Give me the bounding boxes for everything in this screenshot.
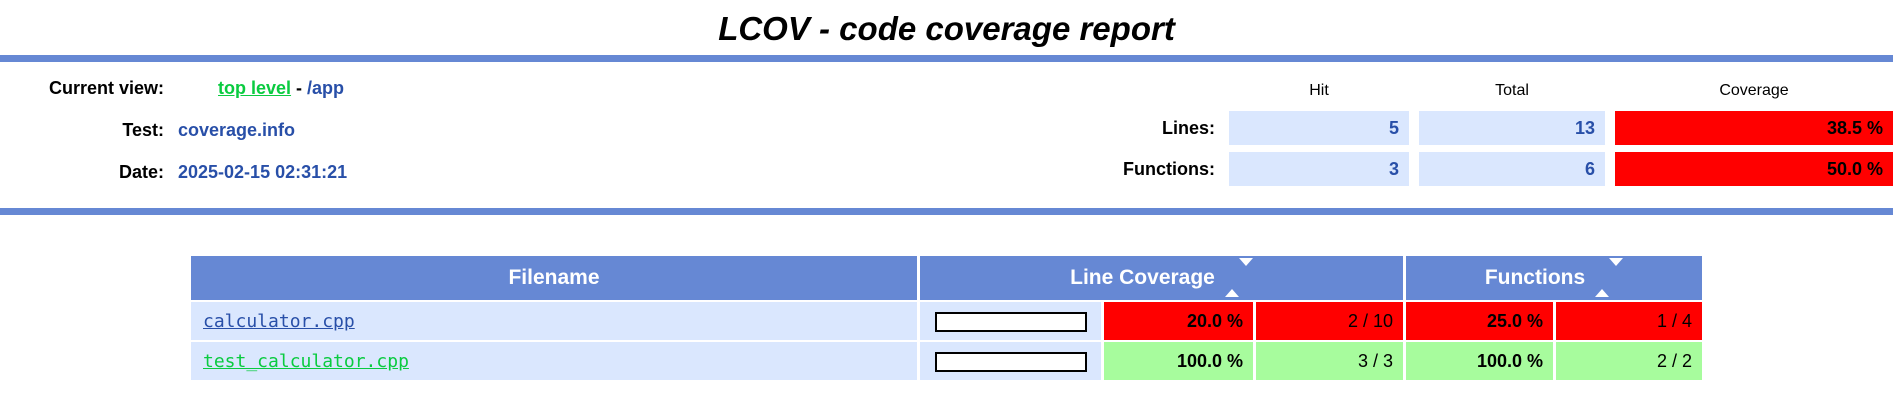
current-view-value: top level - /app	[178, 57, 344, 120]
function-coverage-percent: 25.0 %	[1406, 302, 1553, 340]
file-coverage-table: Filename Line Coverage Functions calcula…	[188, 254, 1705, 382]
function-coverage-ratio: 2 / 2	[1556, 342, 1702, 380]
bottom-rule	[0, 208, 1893, 215]
coverage-bar	[934, 351, 1087, 372]
table-header-row: Filename Line Coverage Functions	[191, 256, 1702, 300]
top-level-link[interactable]: top level	[218, 77, 292, 98]
functions-label: Functions:	[1123, 158, 1215, 179]
line-coverage-ratio: 3 / 3	[1256, 342, 1403, 380]
table-row: calculator.cpp 20.0 % 2 / 10 25.0 % 1 / …	[191, 302, 1702, 340]
test-row: Test: coverage.info	[0, 113, 1893, 147]
functions-total-value: 6	[1419, 152, 1605, 186]
total-column-header: Total	[1495, 82, 1529, 99]
line-coverage-header[interactable]: Line Coverage	[920, 256, 1403, 300]
file-link[interactable]: calculator.cpp	[203, 310, 355, 332]
functions-hit-value: 3	[1229, 152, 1409, 186]
page-title: LCOV - code coverage report	[718, 10, 1175, 47]
lines-hit-value: 5	[1229, 111, 1409, 145]
lines-total-value: 13	[1419, 111, 1605, 145]
line-coverage-percent: 20.0 %	[1104, 302, 1253, 340]
date-value: 2025-02-15 02:31:21	[178, 161, 348, 182]
sort-icon[interactable]	[1595, 258, 1624, 298]
date-row: Date: 2025-02-15 02:31:21	[0, 155, 1893, 189]
function-coverage-percent: 100.0 %	[1406, 342, 1553, 380]
filename-cell: test_calculator.cpp	[191, 342, 917, 380]
test-label: Test:	[122, 119, 164, 140]
top-rule	[0, 55, 1893, 62]
functions-coverage-value: 50.0 %	[1615, 152, 1893, 186]
coverage-column-header: Coverage	[1719, 82, 1789, 99]
coverage-bar-cell	[920, 302, 1101, 340]
current-view-label: Current view:	[48, 77, 164, 98]
lines-label: Lines:	[1161, 117, 1215, 138]
current-view-row: Current view: top level - /app	[0, 71, 1893, 105]
overview-header: Current view: top level - /app Test: cov…	[0, 62, 1893, 208]
table-row: test_calculator.cpp 100.0 % 3 / 3 100.0 …	[191, 342, 1702, 380]
functions-header-label: Functions	[1484, 265, 1586, 289]
file-link[interactable]: test_calculator.cpp	[203, 350, 409, 372]
line-coverage-percent: 100.0 %	[1104, 342, 1253, 380]
functions-header[interactable]: Functions	[1406, 256, 1702, 300]
breadcrumb-separator: -	[291, 77, 308, 98]
date-label: Date:	[118, 161, 164, 182]
overview-left: Current view: top level - /app Test: cov…	[0, 62, 1893, 189]
filename-cell: calculator.cpp	[191, 302, 917, 340]
test-value: coverage.info	[178, 119, 296, 140]
coverage-bar-cell	[920, 342, 1101, 380]
line-coverage-ratio: 2 / 10	[1256, 302, 1403, 340]
coverage-bar	[934, 311, 1087, 332]
summary-stats-table: Hit Total Coverage Lines: 5 13 38.5 % Fu…	[1047, 78, 1893, 186]
file-table-zone: Filename Line Coverage Functions calcula…	[0, 254, 1893, 382]
lines-coverage-value: 38.5 %	[1615, 111, 1893, 145]
filename-header: Filename	[191, 256, 917, 300]
current-dir-value: /app	[307, 77, 345, 98]
sort-icon[interactable]	[1224, 258, 1253, 298]
line-coverage-header-label: Line Coverage	[1070, 265, 1215, 289]
function-coverage-ratio: 1 / 4	[1556, 302, 1702, 340]
hit-column-header: Hit	[1309, 82, 1329, 99]
